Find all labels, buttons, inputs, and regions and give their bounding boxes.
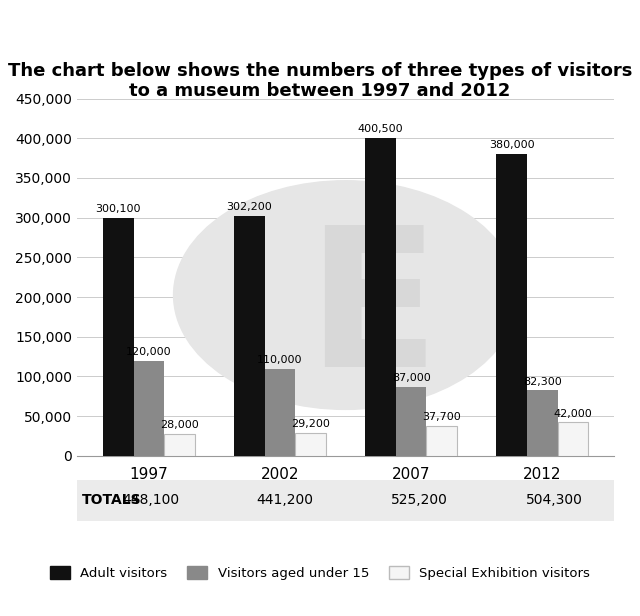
Text: 42,000: 42,000 [554,408,592,418]
Bar [396,387,426,456]
Text: The chart below shows the numbers of three types of visitors
to a museum between: The chart below shows the numbers of thr… [8,62,632,100]
Text: 29,200: 29,200 [291,419,330,429]
Text: 380,000: 380,000 [489,140,534,150]
Text: 441,200: 441,200 [257,493,314,508]
Text: 448,100: 448,100 [122,493,179,508]
Bar [134,360,164,456]
Bar [527,391,557,456]
Text: 400,500: 400,500 [358,124,403,134]
FancyBboxPatch shape [66,480,625,521]
Bar [164,434,195,456]
Bar [557,423,588,456]
Circle shape [173,180,518,410]
Text: TOTALS: TOTALS [82,493,142,508]
Bar [426,426,457,456]
Text: 120,000: 120,000 [126,347,172,357]
Legend: Adult visitors, Visitors aged under 15, Special Exhibition visitors: Adult visitors, Visitors aged under 15, … [50,565,590,580]
Text: 302,200: 302,200 [227,202,272,212]
Text: 82,300: 82,300 [523,376,562,386]
Text: 300,100: 300,100 [95,204,141,214]
Text: 28,000: 28,000 [160,419,199,429]
Bar [295,432,326,456]
Text: 87,000: 87,000 [392,373,431,383]
Bar [265,368,295,456]
Text: 37,700: 37,700 [422,412,461,422]
Text: 504,300: 504,300 [525,493,582,508]
Text: 525,200: 525,200 [391,493,448,508]
Bar [103,217,134,456]
Text: 110,000: 110,000 [257,355,303,365]
Bar [365,138,396,456]
Bar [497,154,527,456]
Text: E: E [306,219,439,407]
Bar [234,216,265,456]
